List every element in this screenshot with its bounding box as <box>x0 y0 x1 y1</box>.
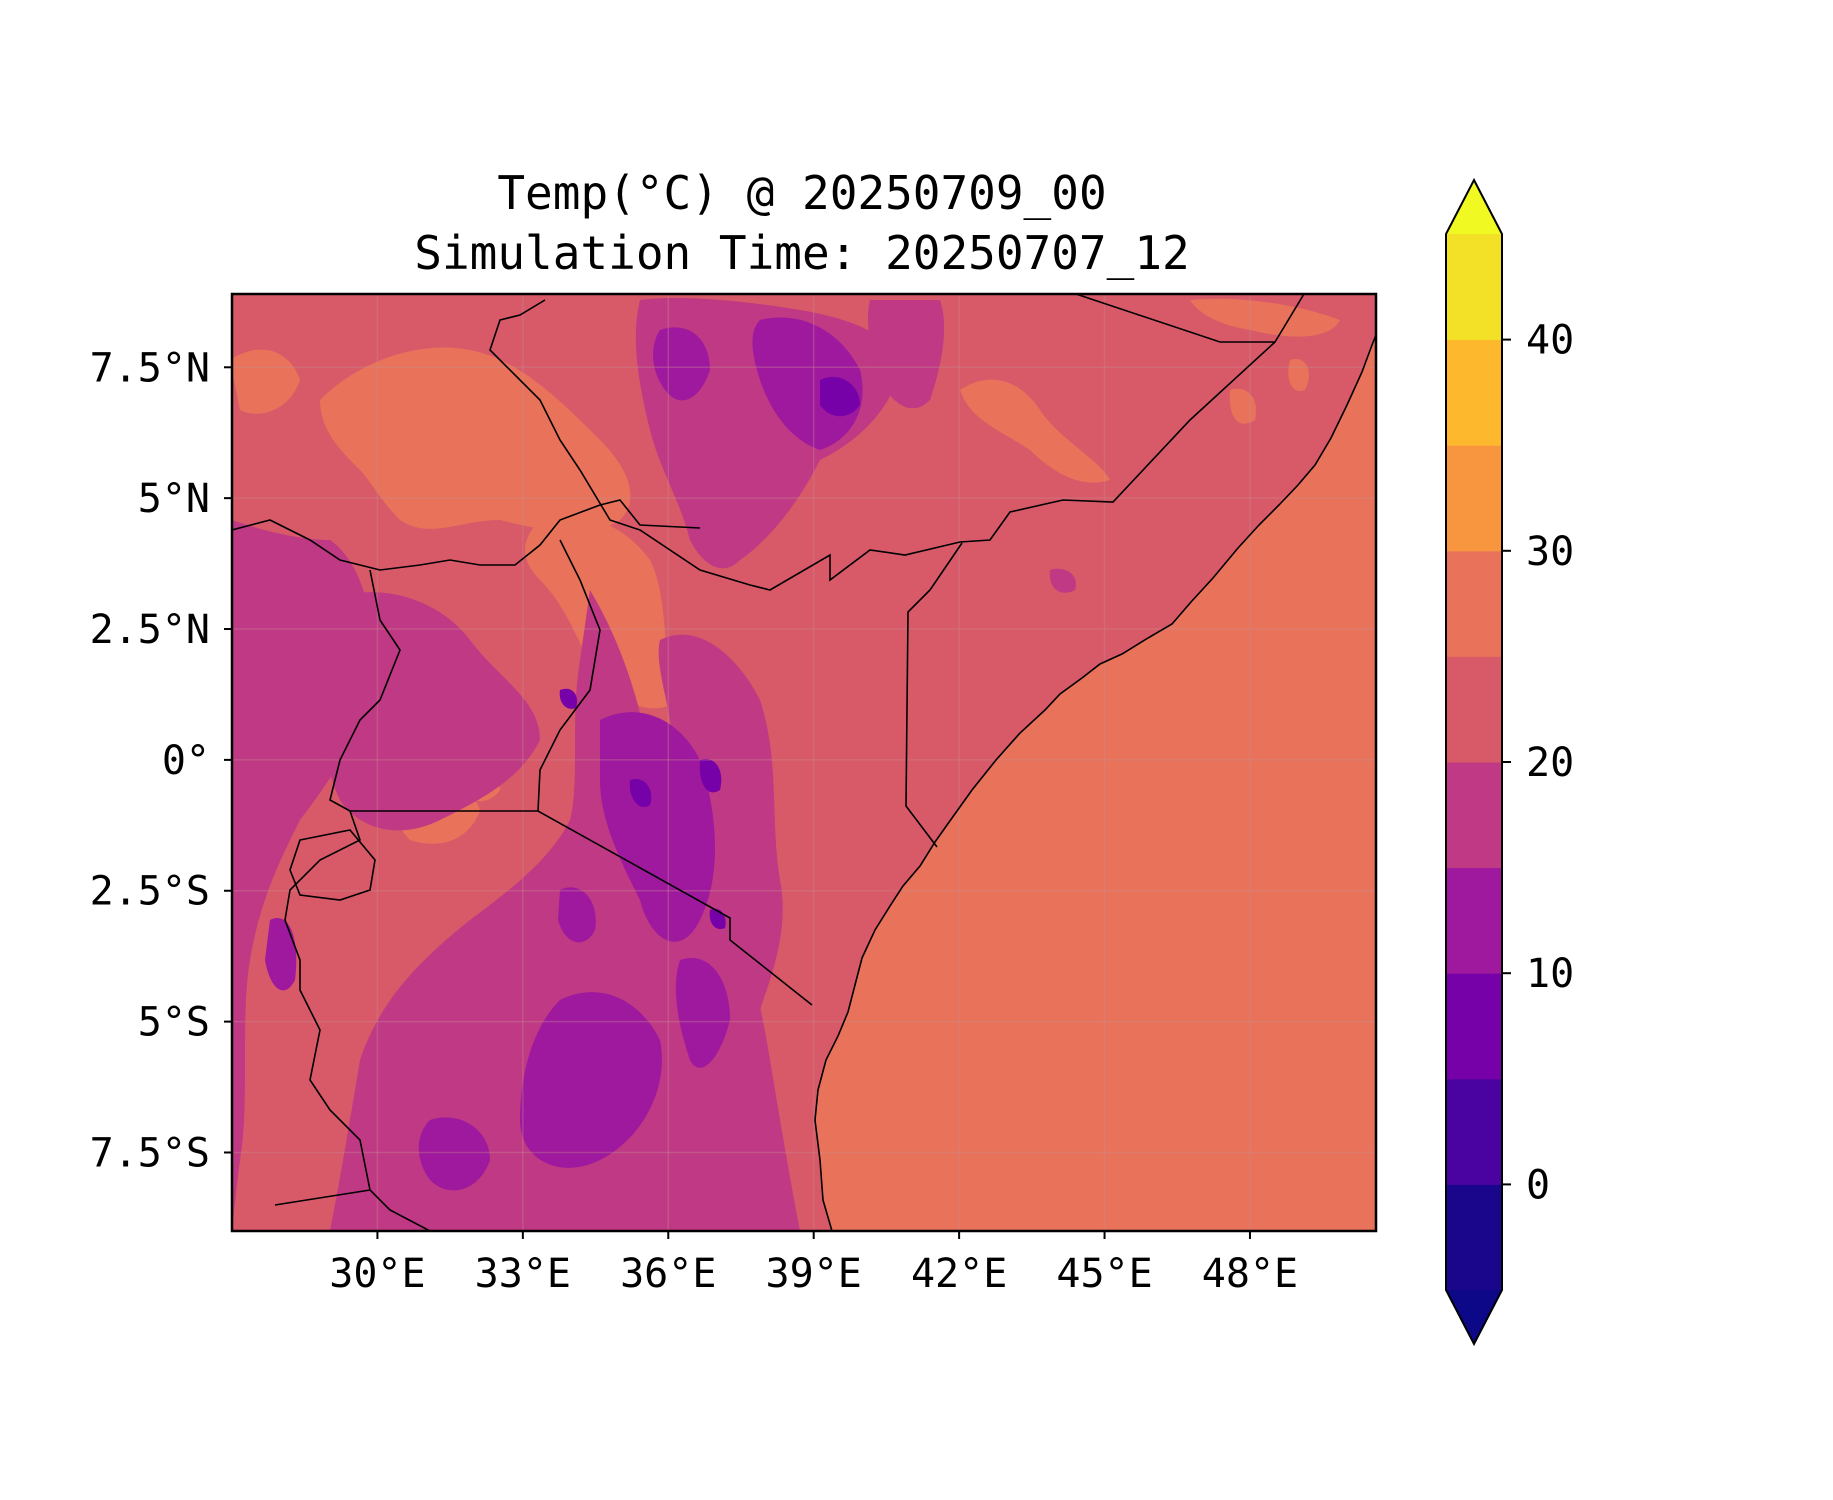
lon-tick-label: 39°E <box>766 1251 862 1297</box>
colorbar-band <box>1446 1184 1502 1291</box>
cold-highlands-10-15 <box>265 317 863 1191</box>
colorbar-over-extension <box>1446 180 1502 234</box>
colorbar-band <box>1446 234 1502 341</box>
lon-tick-label: 30°E <box>329 1251 425 1297</box>
colorbar-band <box>1446 550 1502 657</box>
map-frame <box>230 292 1378 1233</box>
colorbar-tick-label: 20 <box>1526 740 1574 786</box>
map-gridlines <box>232 294 1376 1231</box>
rwanda-burundi-border <box>284 810 431 1231</box>
colorbar-tick-label: 30 <box>1526 529 1574 575</box>
colorbar-band <box>1446 656 1502 763</box>
lon-tick-label: 45°E <box>1056 1251 1152 1297</box>
drc-uganda-border <box>329 569 401 812</box>
colorbar-band <box>1446 762 1502 869</box>
colorbar: 0 10 20 30 40 <box>1445 177 1574 1347</box>
colorbar-band <box>1446 445 1502 552</box>
colorbar-tick-label: 10 <box>1526 951 1574 997</box>
lat-tick-label: 2.5°N <box>90 607 210 653</box>
temperature-field <box>232 294 1376 1231</box>
colorbar-outline <box>1445 177 1503 1347</box>
indian-ocean-area <box>815 335 1376 1231</box>
kenya-somalia-border <box>905 542 963 848</box>
colorbar-band <box>1446 339 1502 446</box>
latitude-axis: 7.5°N 5°N 2.5°N 0° 2.5°S 5°S 7.5°S <box>90 345 232 1176</box>
coldest-peaks-5-10 <box>559 376 860 930</box>
coastline <box>814 334 1376 1231</box>
somalia-ethiopia-border <box>1075 294 1305 343</box>
colorbar-tick-label: 0 <box>1526 1162 1550 1208</box>
lat-tick-label: 7.5°N <box>90 345 210 391</box>
lon-tick-label: 33°E <box>475 1251 571 1297</box>
uganda-kenya-border <box>537 539 601 812</box>
plot-subtitle: Simulation Time: 20250707_12 <box>414 226 1190 280</box>
country-borders <box>232 294 1376 1231</box>
colorbar-under-extension <box>1446 1290 1502 1344</box>
longitude-axis: 30°E 33°E 36°E 39°E 42°E 45°E 48°E <box>329 1231 1298 1297</box>
colorbar-band <box>1446 973 1502 1080</box>
colorbar-tick-label: 40 <box>1526 318 1574 364</box>
lon-tick-label: 48°E <box>1202 1251 1298 1297</box>
lake-victoria-tz-border <box>350 810 813 1006</box>
lat-tick-label: 7.5°S <box>90 1130 210 1176</box>
colorbar-band <box>1446 867 1502 974</box>
colorbar-band <box>1446 1078 1502 1185</box>
plot-title: Temp(°C) @ 20250709_00 <box>497 166 1107 220</box>
south-sudan-uganda-border <box>232 499 701 571</box>
zambia-tz-border <box>274 1189 371 1206</box>
lon-tick-label: 36°E <box>620 1251 716 1297</box>
ethiopia-somalia-ogaden <box>489 299 1276 591</box>
lat-tick-label: 0° <box>162 738 210 784</box>
lon-tick-label: 42°E <box>911 1251 1007 1297</box>
lat-tick-label: 2.5°S <box>90 869 210 915</box>
rwanda-shape <box>289 829 376 901</box>
lat-tick-label: 5°N <box>138 476 210 522</box>
lat-tick-label: 5°S <box>138 1000 210 1046</box>
